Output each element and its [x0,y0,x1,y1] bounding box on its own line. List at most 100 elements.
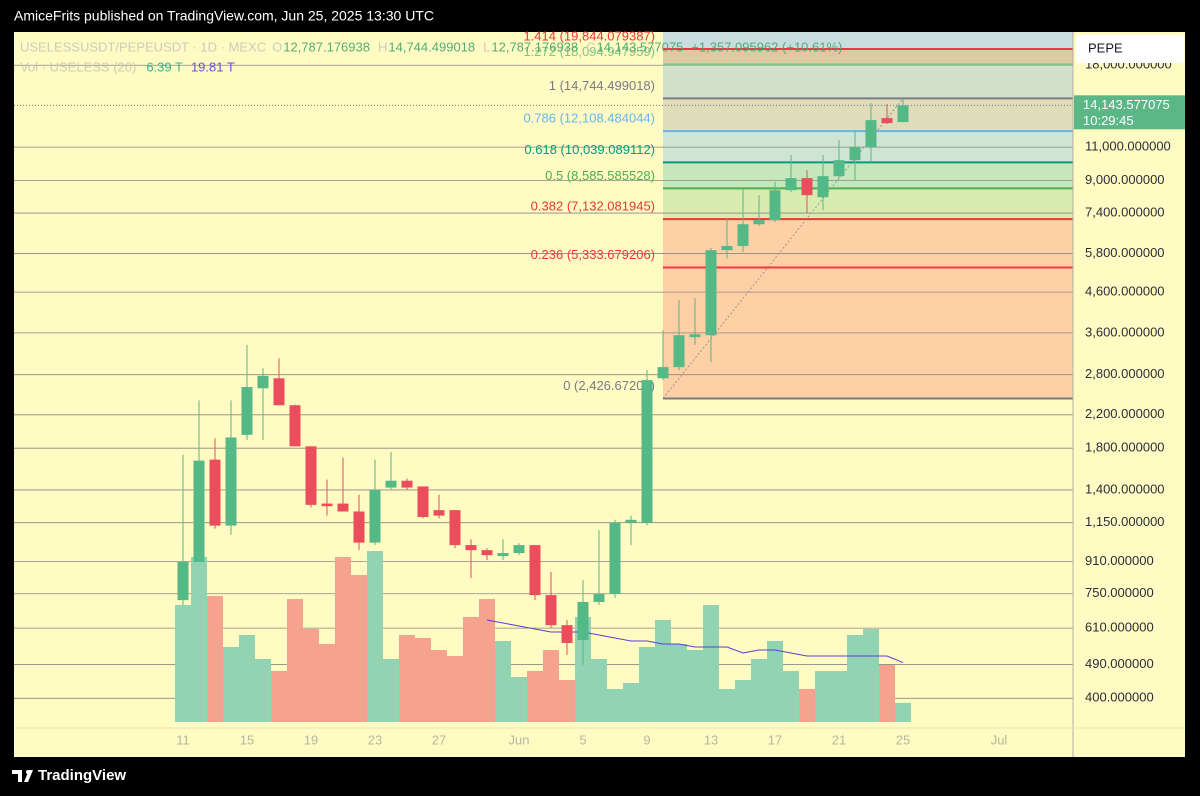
legend-text: 14,143.577075 [597,39,684,54]
fib-label: 0.236 (5,333.679206) [531,247,655,262]
volume-bar [671,644,687,722]
legend-text: C [586,39,595,54]
volume-bar [751,659,767,722]
legend-text: 12,787.176938 [283,39,370,54]
volume-bar [527,671,543,722]
volume-bar [815,671,831,722]
volume-bar [767,641,783,722]
volume-bar [607,689,623,722]
y-tick-label: 610.000000 [1085,620,1154,635]
volume-bar [639,647,655,722]
y-tick-label: 490.000000 [1085,656,1154,671]
logo-dot [26,770,30,774]
candle-body [305,446,317,505]
candle-body [545,595,557,626]
candle-body [833,160,845,177]
candle-body [817,176,829,198]
x-tick-label: Jul [991,732,1008,747]
volume-bar [447,656,463,722]
fib-zone [663,188,1073,220]
fib-label: 0.382 (7,132.081945) [531,199,655,214]
volume-bar [687,650,703,722]
y-tick-label: 4,600.000000 [1085,284,1165,299]
candle-body [209,459,221,526]
countdown-label: 10:29:45 [1083,113,1134,128]
candle-body [177,561,189,601]
candle-body [705,250,717,336]
candle-body [241,387,253,435]
legend-text: 14,744.499018 [388,39,475,54]
fib-zone [663,219,1073,268]
volume-bar [575,617,591,722]
volume-bar [239,635,255,722]
volume-bar [879,665,895,722]
candle-body [257,375,269,389]
candle-body [385,480,397,488]
volume-bar [255,659,271,722]
volume-bar [559,680,575,722]
candle-body [897,105,909,123]
fib-label: 1.414 (19,844.079387) [523,28,655,43]
fib-label: 0 (2,426.67203) [563,378,655,393]
x-tick-label: 17 [768,732,782,747]
y-tick-label: 7,400.000000 [1085,204,1165,219]
legend-text: USELESSUSDT/PEPEUSDT · 1D · MEXC [20,39,266,54]
volume-bar [335,557,351,722]
candle-body [673,335,685,368]
volume-bar [287,599,303,722]
legend-text: O [272,39,282,54]
volume-bar [351,575,367,722]
y-tick-label: 1,800.000000 [1085,440,1165,455]
volume-bar [895,702,911,722]
y-tick-label: 1,400.000000 [1085,481,1165,496]
candle-body [577,601,589,640]
candle-body [801,178,813,196]
candle-body [337,503,349,512]
last-price-label: 14,143.577075 [1083,97,1170,112]
x-tick-label: 27 [432,732,446,747]
candle-body [481,550,493,556]
legend-text: 12,787.176938 [491,39,578,54]
candle-body [449,510,461,546]
last-price-badge [1074,95,1185,130]
y-tick-label: 910.000000 [1085,553,1154,568]
candle-body [625,519,637,523]
volume-bar [207,596,223,722]
x-tick-label: 23 [368,732,382,747]
volume-bar [175,605,191,722]
candle-body [753,220,765,225]
x-tick-label: 11 [176,732,190,747]
candle-body [561,625,573,643]
fib-label: 0.5 (8,585.585528) [545,168,655,183]
candle-body [609,522,621,594]
candle-body [369,489,381,543]
volume-bar [863,629,879,722]
x-tick-label: 21 [832,732,846,747]
volume-bar [479,599,495,722]
volume-bar [703,605,719,722]
fib-label: 1.272 (18,094.947959) [523,44,655,59]
volume-bar [719,689,735,722]
volume-bar [623,683,639,722]
y-tick-label: 5,800.000000 [1085,245,1165,260]
y-tick-label: 750.000000 [1085,585,1154,600]
volume-bar [783,671,799,722]
y-tick-label: 1,150.000000 [1085,514,1165,529]
volume-bar [591,659,607,722]
volume-bar [847,635,863,722]
candle-body [401,480,413,488]
fib-label: 0.786 (12,108.484044) [523,111,655,126]
legend-text: 6.39 T [146,59,183,74]
volume-bar [431,650,447,722]
volume-ma-line [486,619,904,664]
x-tick-label: 5 [579,732,586,747]
legend-text: 19.81 T [191,59,235,74]
candle-body [321,503,333,507]
candle-body [353,511,365,543]
y-tick-label: 2,800.000000 [1085,366,1165,381]
y-tick-label: 400.000000 [1085,690,1154,705]
candle-body [865,120,877,148]
volume-bar [367,551,383,722]
x-tick-label: 9 [643,732,650,747]
